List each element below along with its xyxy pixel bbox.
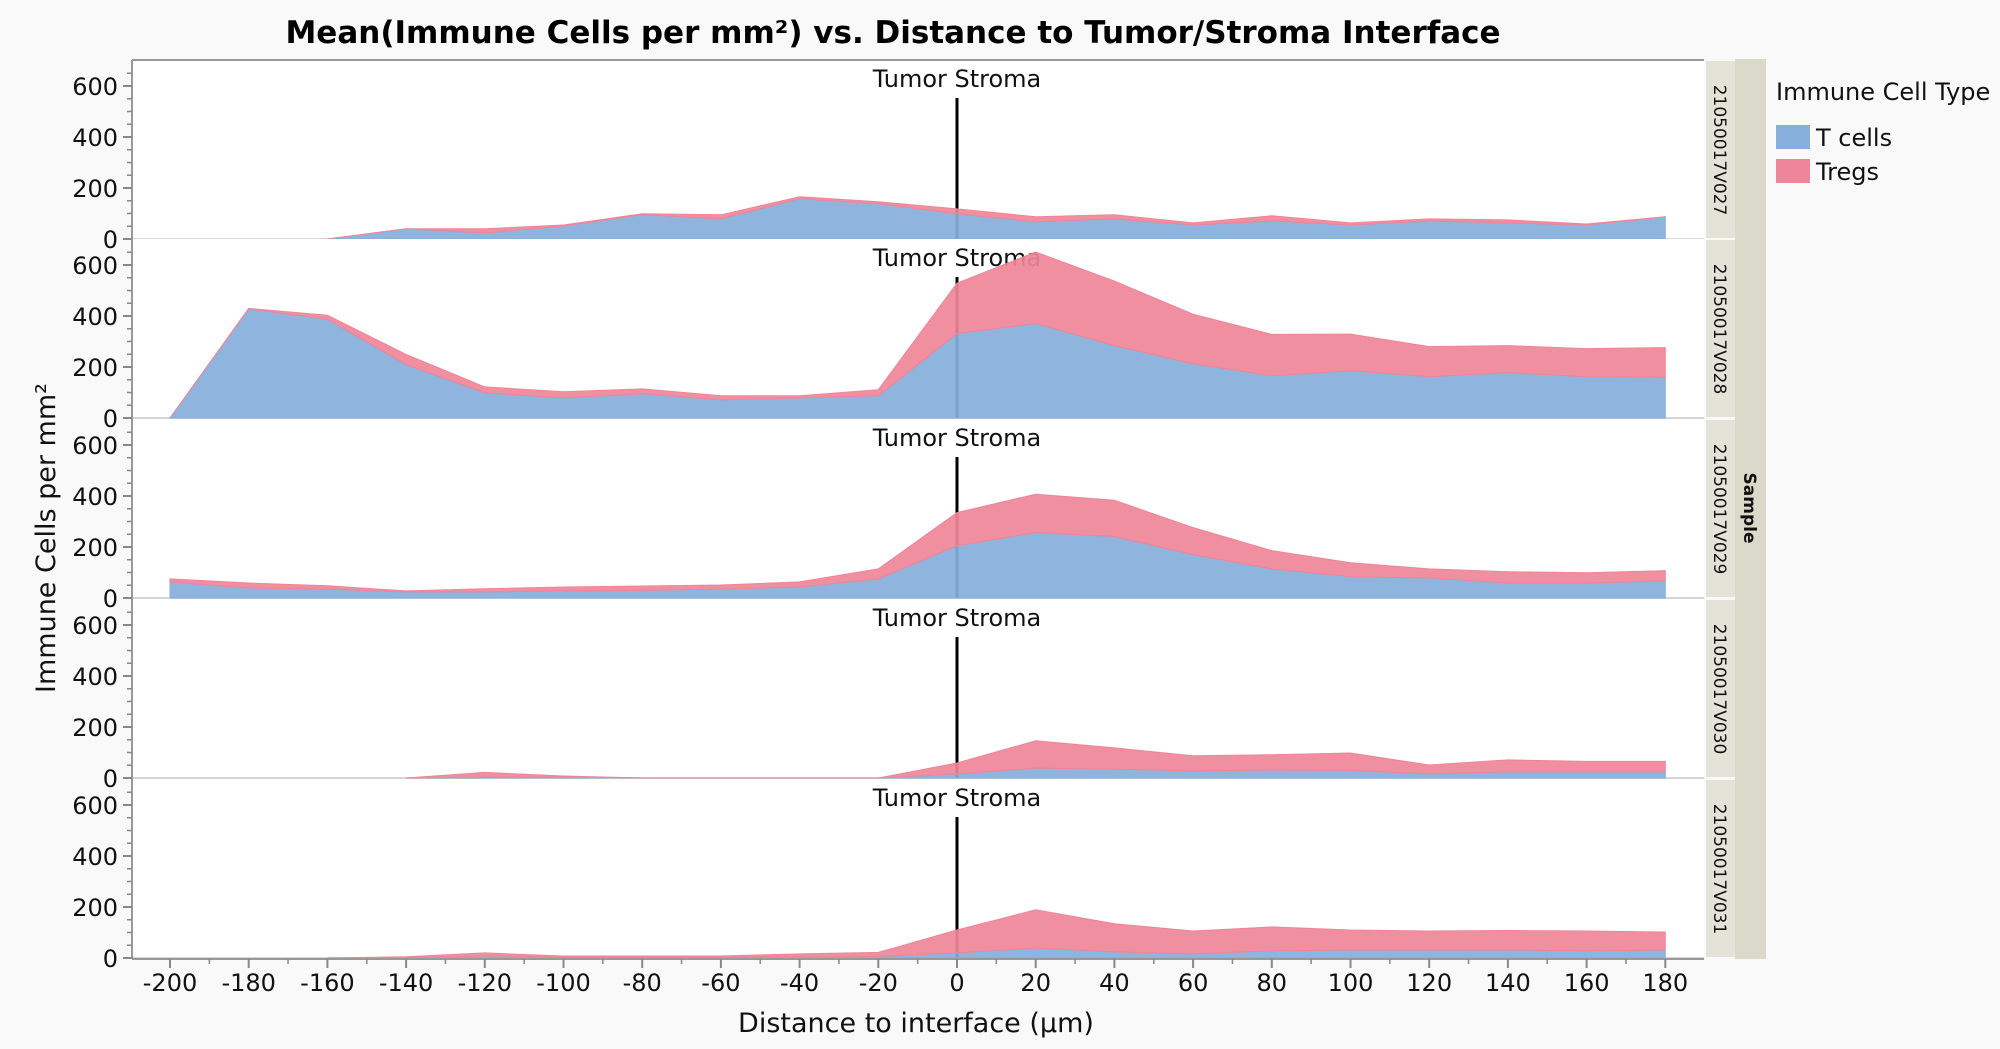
area-tregs <box>327 196 1666 240</box>
x-tick-label: -40 <box>780 969 819 997</box>
x-tick-label: 140 <box>1485 969 1531 997</box>
y-axis: 0 200 400 600 <box>72 239 133 433</box>
x-tick-label: 60 <box>1178 969 1209 997</box>
y-tick-label: 0 <box>103 585 118 613</box>
facet-panel: Tumor Stroma 0 200 400 600 <box>72 419 1704 613</box>
chart-title: Mean(Immune Cells per mm²) vs. Distance … <box>285 15 1500 51</box>
facet-strip-label: 21050017V029 <box>1709 444 1729 575</box>
area-tregs <box>169 251 1666 419</box>
y-tick-label: 400 <box>72 483 118 511</box>
legend: Immune Cell Type T cells Tregs <box>1776 78 1990 186</box>
facet-strip <box>1706 780 1735 957</box>
facet-strip <box>1706 240 1735 417</box>
y-axis: 0 200 400 600 <box>72 599 133 793</box>
y-axis: 0 200 400 600 <box>72 419 133 613</box>
facet-title: Sample <box>1739 473 1759 544</box>
facet-strips: 21050017V027 21050017V028 21050017V029 2105… <box>1706 59 1766 959</box>
x-tick-label: -180 <box>221 969 275 997</box>
y-tick-label: 200 <box>72 354 118 382</box>
legend-swatch-t-cells <box>1776 125 1810 149</box>
x-tick-label: 40 <box>1099 969 1130 997</box>
y-tick-label: 0 <box>103 226 118 254</box>
y-tick-label: 400 <box>72 663 118 691</box>
x-tick-label: 180 <box>1642 969 1688 997</box>
x-tick-label: 20 <box>1020 969 1051 997</box>
x-tick-label: 0 <box>949 969 964 997</box>
x-tick-label: -120 <box>458 969 512 997</box>
y-tick-label: 0 <box>103 945 118 973</box>
y-tick-label: 400 <box>72 124 118 152</box>
x-axis: -200 -180 -160 -140 -120 -100 -80 -60 -40 -20 0 20 4… <box>132 958 1704 997</box>
y-axis: 0 200 400 600 <box>72 779 133 973</box>
y-tick-label: 200 <box>72 894 118 922</box>
facet-strip-label: 21050017V027 <box>1709 85 1729 216</box>
reference-line-label: Tumor Stroma <box>872 65 1042 93</box>
x-tick-label: 120 <box>1406 969 1452 997</box>
x-tick-label: -20 <box>859 969 898 997</box>
y-tick-label: 200 <box>72 175 118 203</box>
facet-outer-strip <box>1735 59 1766 959</box>
x-tick-label: -80 <box>623 969 662 997</box>
y-tick-label: 400 <box>72 843 118 871</box>
area-tregs <box>169 493 1666 593</box>
y-tick-label: 200 <box>72 714 118 742</box>
x-tick-label: 80 <box>1257 969 1288 997</box>
area-tregs <box>327 909 1666 959</box>
panel-background <box>132 779 1704 959</box>
facet-strip-label: 21050017V028 <box>1709 264 1729 395</box>
reference-line-label: Tumor Stroma <box>872 784 1042 812</box>
x-tick-label: -200 <box>143 969 197 997</box>
x-tick-label: -60 <box>701 969 740 997</box>
facet-strip <box>1706 420 1735 597</box>
y-tick-label: 200 <box>72 534 118 562</box>
facet-panel: Tumor Stroma 0 200 400 600 <box>72 599 1704 793</box>
x-tick-label: -100 <box>536 969 590 997</box>
x-tick-label: 160 <box>1564 969 1610 997</box>
y-tick-label: 600 <box>72 792 118 820</box>
facet-strip <box>1706 61 1735 238</box>
legend-swatch-tregs <box>1776 159 1810 183</box>
reference-line-label: Tumor Stroma <box>872 604 1042 632</box>
y-tick-label: 0 <box>103 765 118 793</box>
panel-background <box>132 599 1704 779</box>
legend-label: T cells <box>1815 124 1892 152</box>
y-tick-label: 0 <box>103 405 118 433</box>
legend-label: Tregs <box>1815 158 1879 186</box>
y-tick-label: 600 <box>72 612 118 640</box>
facet-strip-label: 21050017V030 <box>1709 624 1729 755</box>
y-tick-label: 600 <box>72 432 118 460</box>
x-tick-label: -160 <box>300 969 354 997</box>
legend-title: Immune Cell Type <box>1776 78 1990 106</box>
y-tick-label: 600 <box>72 252 118 280</box>
facet-strip-label: 21050017V031 <box>1709 804 1729 935</box>
y-axis: 0 200 400 600 <box>72 60 133 254</box>
facet-strip <box>1706 600 1735 777</box>
x-axis-title: Distance to interface (µm) <box>738 1008 1094 1039</box>
y-axis-title: Immune Cells per mm² <box>31 383 62 693</box>
x-tick-label: 100 <box>1328 969 1374 997</box>
y-tick-label: 600 <box>72 73 118 101</box>
x-tick-label: -140 <box>379 969 433 997</box>
facet-panels: Tumor Stroma 0 200 400 600 Tumor Stroma 0 200 40… <box>72 59 1704 973</box>
reference-line-label: Tumor Stroma <box>872 424 1042 452</box>
y-tick-label: 400 <box>72 303 118 331</box>
facet-panel: Tumor Stroma 0 200 400 600 <box>72 60 1704 254</box>
area-tregs <box>406 740 1666 779</box>
facet-panel: Tumor Stroma 0 200 400 600 <box>72 779 1704 973</box>
